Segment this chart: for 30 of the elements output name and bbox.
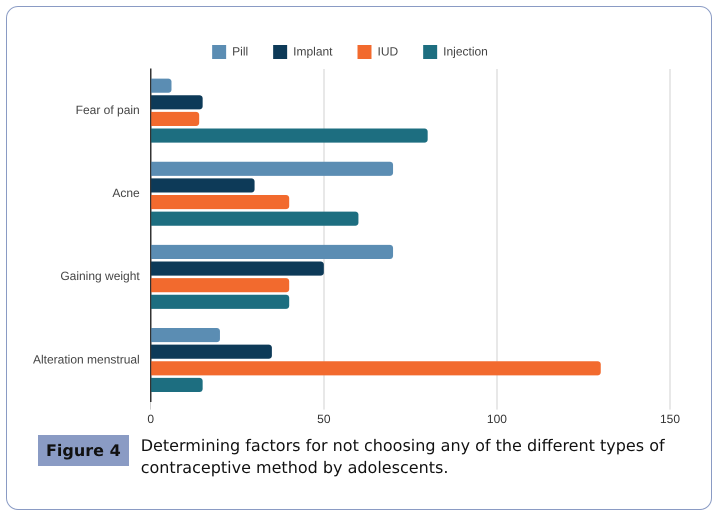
x-tick-label: 50 (317, 412, 331, 426)
bar (151, 278, 290, 292)
legend-label: Pill (232, 44, 248, 58)
caption: Figure 4 (38, 435, 129, 466)
bar (151, 261, 324, 276)
bar (151, 78, 172, 93)
bar (151, 244, 394, 259)
legend-label: Implant (293, 44, 334, 58)
y-tick-label: Fear of pain (76, 102, 140, 117)
bar (151, 361, 601, 376)
bar (151, 162, 394, 176)
text: Determining factors for not choosing any of the different types of contraceptive method by adolescents. (140, 435, 666, 479)
bar (151, 194, 290, 210)
legend-label: Injection (443, 44, 488, 58)
bar (151, 328, 220, 342)
bar (151, 212, 358, 226)
bar (151, 378, 203, 392)
bar (151, 178, 255, 192)
bar (151, 344, 272, 359)
bar (151, 294, 290, 309)
x-tick-label: 0 (147, 412, 154, 426)
y-tick-label: Gaining weight (60, 269, 140, 284)
legend-label: IUD (377, 44, 398, 58)
y-tick-label: Acne (112, 186, 140, 200)
x-tick-label: 150 (660, 412, 680, 426)
bar (151, 112, 200, 126)
y-tick-label: Alteration menstrual (33, 352, 140, 366)
x-tick-label: 100 (486, 412, 508, 426)
bar (151, 128, 428, 143)
bar (151, 95, 203, 110)
